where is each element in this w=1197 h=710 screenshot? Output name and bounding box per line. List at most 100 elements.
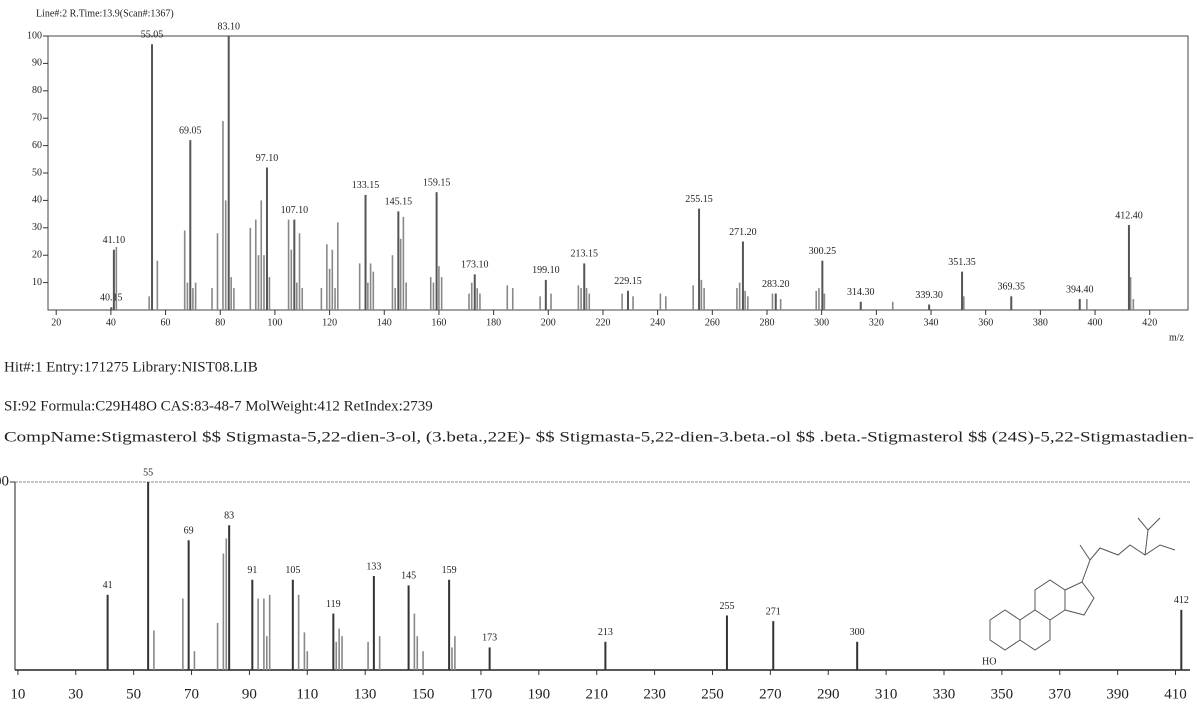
minor-peak: [295, 282, 298, 310]
peak-label: 41: [103, 580, 113, 591]
peak-label: 97.10: [256, 153, 279, 164]
minor-peak: [306, 651, 309, 670]
y-tick-label: 40: [32, 195, 42, 206]
minor-peak: [148, 296, 150, 310]
minor-peak: [815, 290, 818, 310]
minor-peak: [301, 288, 304, 310]
peak-label: 255.15: [685, 194, 713, 205]
peak-label: 83: [224, 511, 234, 522]
hit-line: Hit#:1 Entry:171275 Library:NIST08.LIB: [4, 359, 258, 375]
peak: [626, 290, 629, 310]
x-tick-label: 140: [377, 317, 392, 328]
minor-peak: [211, 288, 213, 310]
peak: [397, 211, 400, 310]
minor-peak: [665, 296, 667, 310]
minor-peak: [744, 290, 746, 310]
peak: [821, 260, 824, 310]
minor-peak: [338, 628, 340, 670]
x-tick-label: 410: [1164, 686, 1187, 702]
minor-peak: [115, 246, 118, 310]
minor-peak: [326, 244, 328, 310]
compname-line: CompName:Stigmasterol $$ Stigmasta-5,22-…: [4, 429, 1194, 445]
peak: [725, 615, 728, 670]
x-tick-label: 330: [933, 686, 956, 702]
x-tick-label: 360: [978, 317, 993, 328]
minor-peak: [335, 641, 338, 670]
x-tick-label: 390: [1106, 686, 1129, 702]
minor-peak: [779, 299, 782, 310]
minor-peak: [1129, 277, 1132, 310]
peak-label: 159.15: [423, 177, 451, 188]
peak: [227, 36, 230, 310]
peak-label: 213.15: [570, 249, 598, 260]
x-tick-label: 420: [1142, 317, 1157, 328]
peak: [291, 579, 294, 670]
structure: [989, 517, 1176, 651]
peak-label: 145: [401, 571, 416, 582]
minor-peak: [438, 266, 440, 310]
minor-peak: [771, 293, 774, 310]
peak: [293, 219, 296, 310]
x-axis-label: m/z: [1169, 332, 1185, 343]
y-tick-label: 90: [32, 58, 42, 69]
y-tick-label: 100: [0, 473, 9, 489]
minor-peak: [700, 279, 703, 310]
peak-label: 271: [766, 606, 781, 617]
x-tick-label: 80: [215, 317, 225, 328]
y-tick-label: 100: [27, 30, 42, 41]
minor-peak: [703, 288, 705, 310]
minor-peak: [336, 222, 339, 310]
minor-peak: [331, 249, 334, 310]
x-tick-label: 370: [1049, 686, 1072, 702]
peak-label: 271.20: [729, 227, 757, 238]
minor-peak: [320, 288, 323, 310]
peak-label: 412: [1174, 595, 1189, 606]
plot-frame: [47, 35, 1189, 311]
minor-peak: [405, 282, 407, 310]
scan-title: Line#:2 R.Time:13.9(Scan#:1367): [36, 8, 174, 19]
minor-peak: [367, 641, 369, 670]
minor-peak: [621, 293, 623, 310]
peak-label: 300.25: [809, 246, 837, 257]
peak-label: 41.10: [103, 235, 126, 246]
minor-peak: [186, 282, 189, 310]
minor-peak: [153, 630, 155, 670]
peak-label: 133: [366, 561, 381, 572]
x-tick-label: 300: [814, 317, 829, 328]
peak-label: 394.40: [1066, 284, 1094, 295]
peak: [583, 263, 586, 310]
y-tick-label: 50: [32, 167, 42, 178]
minor-peak: [476, 288, 479, 310]
peak-label: 159: [442, 565, 457, 576]
minor-peak: [222, 553, 225, 670]
minor-peak: [297, 594, 300, 670]
x-tick-label: 260: [705, 317, 720, 328]
x-tick-label: 220: [595, 317, 610, 328]
minor-peak: [506, 285, 509, 310]
formula-line: SI:92 Formula:C29H48O CAS:83-48-7 MolWei…: [4, 398, 433, 414]
x-tick-label: 170: [470, 686, 493, 702]
x-tick-label: 30: [68, 686, 83, 702]
x-tick-label: 400: [1088, 317, 1103, 328]
minor-peak: [891, 301, 894, 310]
minor-peak: [432, 282, 435, 310]
minor-peak: [369, 263, 372, 310]
minor-peak: [550, 293, 552, 310]
peak: [488, 647, 491, 670]
minor-peak: [268, 277, 271, 310]
peak: [774, 293, 777, 310]
minor-peak: [328, 268, 331, 310]
minor-peak: [454, 636, 456, 670]
peak: [364, 194, 367, 310]
peak-label: 145.15: [385, 197, 413, 208]
peak-label: 55.05: [141, 30, 164, 41]
minor-peak: [224, 200, 227, 310]
minor-peak: [391, 255, 394, 310]
minor-peak: [747, 296, 749, 310]
x-tick-label: 50: [126, 686, 141, 702]
minor-peak: [334, 288, 336, 310]
minor-peak: [413, 613, 416, 670]
x-tick-label: 130: [354, 686, 377, 702]
minor-peak: [692, 285, 694, 310]
